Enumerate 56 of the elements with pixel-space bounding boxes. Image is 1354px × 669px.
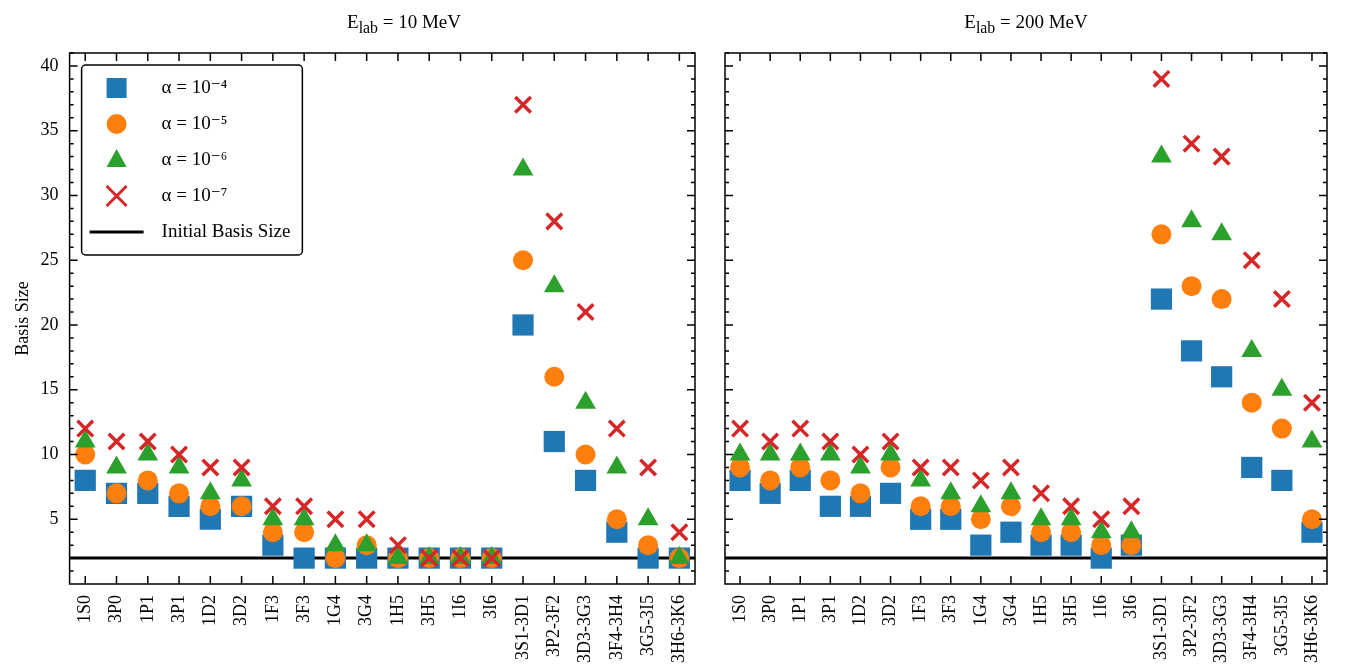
x-tick-label: 3D3-3G3 xyxy=(574,595,595,664)
x-tick-label: 3F3 xyxy=(939,595,960,624)
x-tick-label: 3I6 xyxy=(1120,595,1141,620)
x-tick-label: 1G4 xyxy=(969,595,990,627)
legend-label: α = 10⁻⁶ xyxy=(161,147,228,169)
x-tick-label: 3P0 xyxy=(758,595,779,624)
y-tick-label: 20 xyxy=(40,313,59,334)
x-tick-label: 3D2 xyxy=(230,595,251,627)
x-tick-label: 1I6 xyxy=(1089,595,1110,620)
x-tick-label: 1S0 xyxy=(728,595,749,624)
y-tick-label: 30 xyxy=(40,184,59,205)
x-tick-label: 3F4-3H4 xyxy=(605,595,626,661)
x-tick-label: 1P1 xyxy=(136,595,157,624)
chart-title: E$_{lab}$ = 10 MeV xyxy=(346,10,462,38)
legend-label: α = 10⁻⁵ xyxy=(161,111,228,133)
x-tick-label: 3H6-3K6 xyxy=(668,595,689,664)
x-tick-label: 1H5 xyxy=(386,595,407,627)
x-tick-label: 1S0 xyxy=(73,595,94,624)
x-tick-label: 1D2 xyxy=(849,595,870,627)
x-tick-label: 3F3 xyxy=(292,595,313,624)
x-tick-label: 3H5 xyxy=(417,595,438,627)
x-tick-label: 1H5 xyxy=(1029,595,1050,627)
x-tick-label: 3D2 xyxy=(879,595,900,627)
x-tick-label: 3D3-3G3 xyxy=(1210,595,1231,664)
y-tick-label: 15 xyxy=(40,378,59,399)
x-tick-label: 3G5-3I5 xyxy=(1270,595,1291,657)
x-tick-label: 3G4 xyxy=(355,595,376,627)
x-tick-label: 1D2 xyxy=(199,595,220,627)
x-tick-label: 3P2-3F2 xyxy=(1180,595,1201,658)
x-tick-label: 3H6-3K6 xyxy=(1300,595,1321,664)
x-tick-label: 3H5 xyxy=(1059,595,1080,627)
x-tick-label: 3F4-3H4 xyxy=(1240,595,1261,661)
x-tick-label: 3S1-3D1 xyxy=(1150,595,1171,661)
legend-label: α = 10⁻⁴ xyxy=(161,75,228,97)
x-tick-label: 3G5-3I5 xyxy=(636,595,657,657)
x-tick-label: 3G4 xyxy=(999,595,1020,627)
x-tick-label: 1P1 xyxy=(788,595,809,624)
y-tick-label: 10 xyxy=(40,443,59,464)
y-tick-label: 5 xyxy=(49,507,59,528)
y-tick-label: 25 xyxy=(40,248,59,269)
x-tick-label: 1G4 xyxy=(324,595,345,627)
chart-title: E$_{lab}$ = 200 MeV xyxy=(963,10,1089,38)
legend-label: α = 10⁻⁷ xyxy=(161,183,228,205)
x-tick-label: 3P1 xyxy=(819,595,840,624)
x-tick-label: 3P0 xyxy=(105,595,126,624)
x-tick-label: 3P1 xyxy=(167,595,188,624)
x-tick-label: 3I6 xyxy=(480,595,501,620)
legend-label: Initial Basis Size xyxy=(161,219,291,241)
y-axis-title: Basis Size xyxy=(11,281,32,356)
y-tick-label: 35 xyxy=(40,119,59,140)
x-tick-label: 3P2-3F2 xyxy=(543,595,564,658)
x-tick-label: 1F3 xyxy=(261,595,282,624)
x-tick-label: 3S1-3D1 xyxy=(511,595,532,661)
y-tick-label: 40 xyxy=(40,54,59,75)
x-tick-label: 1I6 xyxy=(449,595,470,620)
x-tick-label: 1F3 xyxy=(909,595,930,624)
